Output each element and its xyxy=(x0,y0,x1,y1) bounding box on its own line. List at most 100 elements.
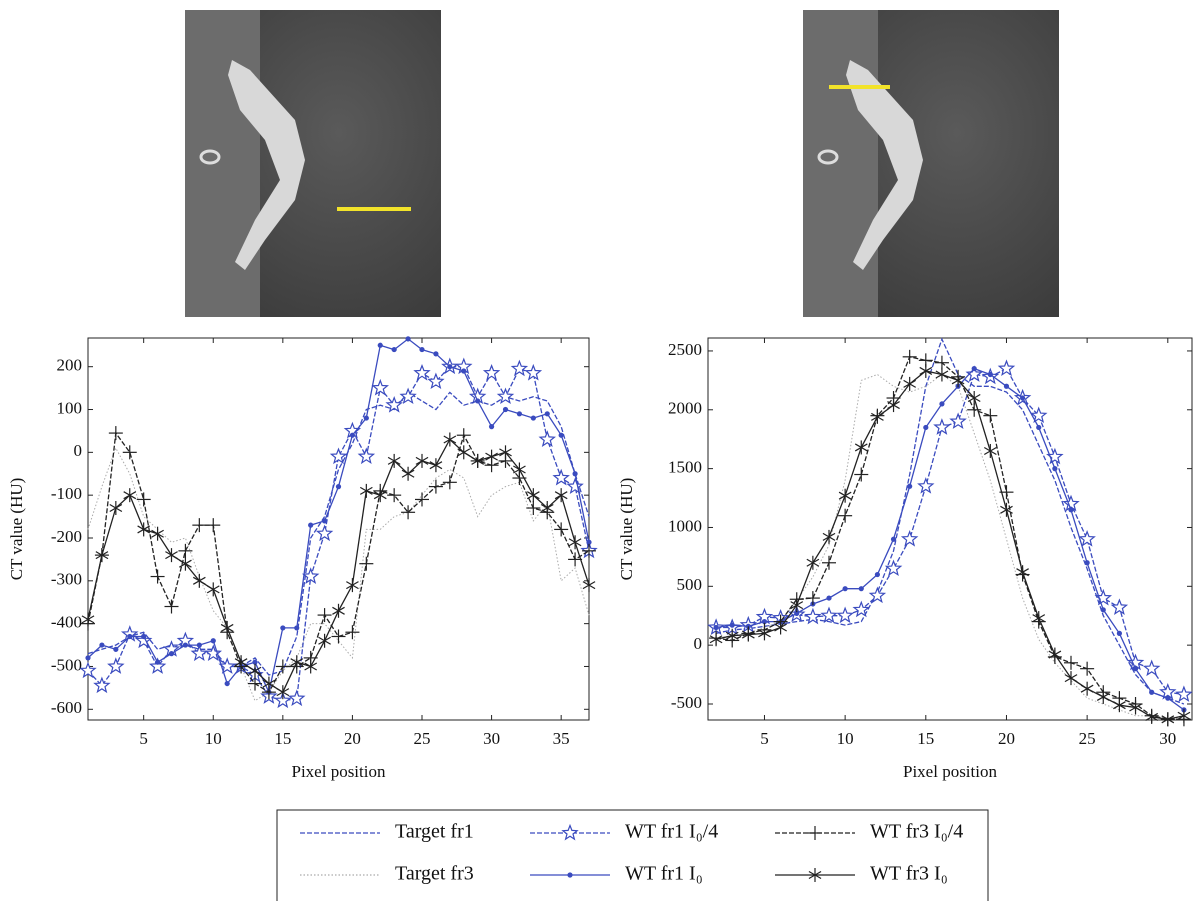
marker xyxy=(346,578,359,593)
marker xyxy=(248,676,262,691)
marker xyxy=(1110,598,1129,615)
marker xyxy=(567,872,573,878)
star xyxy=(1175,685,1193,702)
marker xyxy=(192,518,207,533)
marker xyxy=(248,663,262,678)
star xyxy=(371,378,389,396)
marker xyxy=(884,559,903,577)
dot xyxy=(182,642,189,648)
marker xyxy=(456,428,471,443)
marker xyxy=(294,625,300,631)
asterisk-arm xyxy=(179,559,192,568)
star xyxy=(1078,530,1096,547)
legend-label: WT fr3 I₀ xyxy=(870,863,948,885)
marker xyxy=(210,638,216,644)
asterisk-arm xyxy=(582,581,596,590)
marker xyxy=(301,567,320,584)
marker xyxy=(822,529,836,544)
star xyxy=(427,372,445,390)
marker xyxy=(983,408,998,423)
asterisk-arm xyxy=(318,636,331,645)
dot xyxy=(794,610,800,616)
dot xyxy=(141,633,147,640)
asterisk-arm xyxy=(151,529,164,538)
dot xyxy=(210,638,216,644)
marker xyxy=(179,556,192,571)
marker xyxy=(822,555,836,570)
marker xyxy=(939,401,945,407)
marker xyxy=(725,628,739,643)
star xyxy=(510,359,529,377)
marker xyxy=(141,633,147,640)
marker xyxy=(1142,659,1161,677)
asterisk-arm xyxy=(1113,701,1126,710)
marker xyxy=(122,445,137,460)
asterisk-arm xyxy=(790,601,804,610)
marker xyxy=(805,591,820,606)
asterisk-arm xyxy=(346,581,359,590)
marker xyxy=(321,518,328,524)
asterisk-arm xyxy=(822,532,836,541)
series-line xyxy=(716,367,1184,696)
marker xyxy=(965,365,983,382)
asterisk-arm xyxy=(276,688,290,697)
asterisk-arm xyxy=(165,551,178,560)
marker xyxy=(1159,683,1177,700)
marker xyxy=(427,372,445,390)
star xyxy=(900,530,919,547)
asterisk-arm xyxy=(234,658,248,667)
marker xyxy=(1016,565,1029,580)
dot xyxy=(1100,607,1106,613)
asterisk-arm xyxy=(387,456,401,465)
star xyxy=(357,447,376,465)
y-tick-label: 0 xyxy=(694,634,703,653)
y-tick-label: 1500 xyxy=(668,458,702,477)
star xyxy=(288,689,306,707)
marker xyxy=(502,406,509,413)
asterisk-arm xyxy=(304,662,318,671)
star xyxy=(274,691,292,709)
dot xyxy=(488,424,495,430)
series-line xyxy=(87,438,590,694)
marker xyxy=(572,471,578,477)
marker xyxy=(1078,530,1096,547)
x-axis-label: Pixel position xyxy=(292,762,386,781)
x-tick-label: 5 xyxy=(760,729,769,748)
asterisk-arm xyxy=(290,658,304,667)
marker xyxy=(967,391,981,406)
marker xyxy=(447,364,453,370)
dot xyxy=(224,680,230,687)
marker xyxy=(1113,698,1126,713)
star xyxy=(1159,683,1177,700)
dot xyxy=(1132,666,1139,672)
star xyxy=(79,661,97,679)
star xyxy=(496,387,515,405)
y-tick-label: 500 xyxy=(677,575,703,594)
dot xyxy=(461,368,467,374)
y-tick-label: 200 xyxy=(57,356,83,375)
dot xyxy=(1116,630,1122,636)
marker xyxy=(290,655,304,670)
star xyxy=(552,468,570,486)
dot xyxy=(890,536,897,542)
star xyxy=(852,600,871,618)
marker xyxy=(318,633,331,648)
dot xyxy=(713,624,719,631)
asterisk-arm xyxy=(332,606,345,615)
marker xyxy=(461,368,467,374)
asterisk-arm xyxy=(554,491,568,500)
marker xyxy=(107,657,125,674)
y-tick-label: 2000 xyxy=(668,399,702,418)
marker xyxy=(359,483,373,498)
marker xyxy=(1175,685,1193,702)
star xyxy=(329,447,348,465)
marker xyxy=(196,642,202,648)
marker xyxy=(206,518,221,533)
star xyxy=(148,657,167,674)
dot xyxy=(294,625,300,631)
dot xyxy=(196,642,202,648)
marker xyxy=(168,651,175,657)
marker xyxy=(554,488,568,503)
dot xyxy=(939,401,945,407)
marker xyxy=(1062,494,1080,512)
